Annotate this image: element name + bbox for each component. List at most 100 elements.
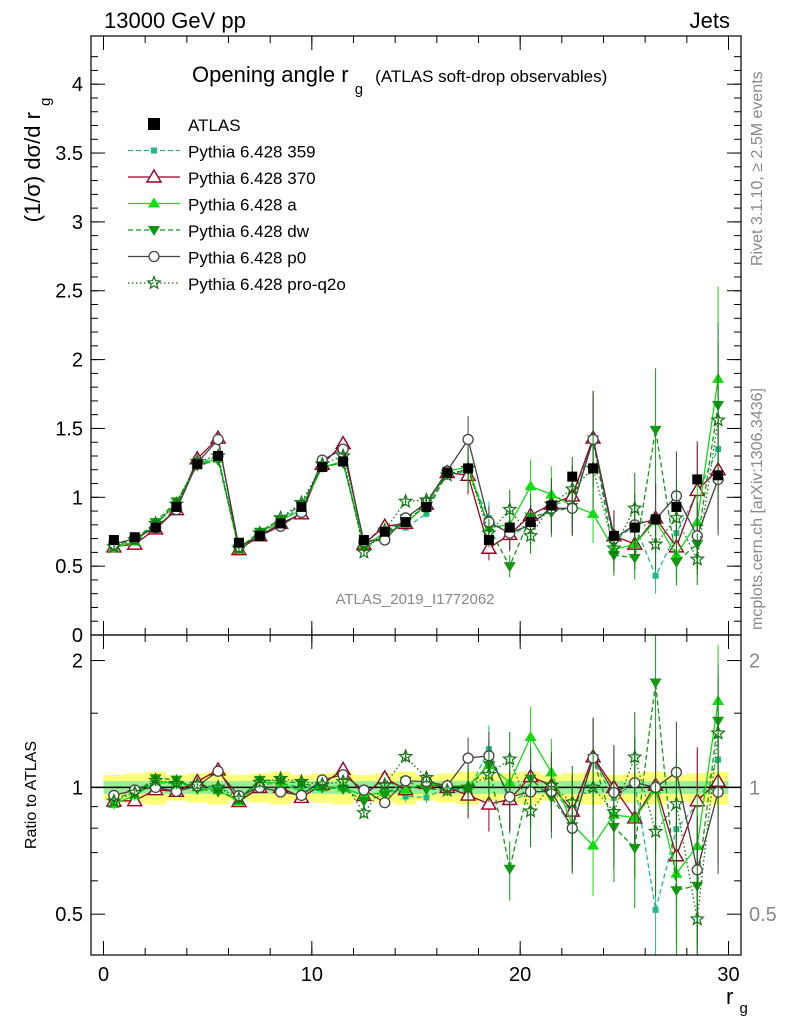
series-5-main-point xyxy=(564,480,580,496)
atlas-data-point xyxy=(358,534,369,545)
series-4-ratio-point xyxy=(295,789,308,802)
series-3-main-point xyxy=(628,553,641,564)
rivet-label: Rivet 3.1.10, ≥ 2.5M events xyxy=(749,71,766,266)
xtick-label: 10 xyxy=(301,964,323,986)
atlas-data-point xyxy=(463,463,474,474)
atlas-data-point xyxy=(379,526,390,537)
main-ylabel: (1/σ) dσ/d r g xyxy=(20,98,54,223)
series-5-main-line xyxy=(113,420,719,562)
series-4-ratio-point xyxy=(462,752,474,764)
atlas-data-point xyxy=(421,501,432,512)
series-5-main-point xyxy=(689,551,705,566)
legend-marker-2 xyxy=(148,197,160,208)
series-5-ratio-point xyxy=(147,772,164,788)
series-5-ratio-point xyxy=(627,749,643,764)
series-0-main-point xyxy=(652,572,659,579)
series-2-ratio-point xyxy=(524,730,537,741)
series-3-ratio-point xyxy=(670,886,683,897)
header-jets-label: Jets xyxy=(690,8,730,33)
atlas-data-point xyxy=(171,501,182,512)
ratio-frame xyxy=(90,634,742,956)
ratio-ytick-label-right: 1 xyxy=(749,777,760,799)
legend-marker-5 xyxy=(146,274,162,290)
atlas-data-point xyxy=(150,522,161,533)
atlas-data-point xyxy=(525,517,536,528)
plot-title-paren: (ATLAS soft-drop observables) xyxy=(375,67,607,86)
atlas-data-point xyxy=(713,470,724,481)
series-3-ratio-point xyxy=(628,843,641,854)
atlas-data-point xyxy=(338,456,349,467)
series-5-main-point xyxy=(710,412,726,427)
atlas-data-point xyxy=(504,522,515,533)
series-5-ratio-point xyxy=(356,804,372,820)
series-5-ratio-point xyxy=(168,775,185,791)
legend-label-4: Pythia 6.428 p0 xyxy=(188,249,306,268)
xlabel-main: r xyxy=(726,984,733,1009)
legend-marker-4 xyxy=(148,250,160,263)
series-5-main-point xyxy=(606,540,622,555)
ratio-ytick-label: 0.5 xyxy=(55,904,83,926)
series-3-main-point xyxy=(670,558,683,569)
series-5-main-point xyxy=(502,501,518,517)
series-5-ratio-point xyxy=(460,779,476,794)
series-5-main-point xyxy=(356,544,372,559)
series-0-ratio-point xyxy=(423,794,430,801)
legend-marker-3 xyxy=(148,226,160,236)
atlas-data-point xyxy=(629,522,640,533)
series-5-ratio-point xyxy=(293,773,310,789)
xtick-label: 20 xyxy=(509,964,531,986)
atlas-data-point xyxy=(546,500,557,511)
atlas-data-point xyxy=(254,530,265,541)
series-5-ratio-point xyxy=(377,776,393,792)
series-5-main-point xyxy=(522,527,539,543)
header-energy-label: 13000 GeV pp xyxy=(104,8,246,33)
series-5-ratio-point xyxy=(272,770,289,786)
series-2-ratio-point xyxy=(399,783,412,794)
series-5-ratio-point xyxy=(418,769,435,785)
series-5-main-point xyxy=(627,500,643,515)
series-2-ratio-point xyxy=(587,839,600,850)
series-5-ratio-point xyxy=(189,776,205,792)
legend-label-2: Pythia 6.428 a xyxy=(188,196,297,215)
series-5-ratio-point xyxy=(522,803,539,818)
series-0-ratio-point xyxy=(652,906,659,913)
main-ylabel-text: (1/σ) dσ/d r xyxy=(20,112,45,222)
legend-marker-0 xyxy=(151,147,157,154)
legend-marker-atlas xyxy=(148,118,160,130)
series-4-ratio-point xyxy=(399,775,412,787)
legend-label-3: Pythia 6.428 dw xyxy=(188,222,310,241)
series-2-main-line xyxy=(113,378,719,557)
series-3-ratio-point xyxy=(378,790,391,801)
atlas-data-point xyxy=(567,471,578,482)
series-5-main-point xyxy=(647,535,664,551)
series-5-ratio-point xyxy=(106,792,122,808)
series-1-ratio-point xyxy=(480,795,498,810)
series-5-ratio-point xyxy=(543,777,560,793)
series-5-ratio-point xyxy=(564,794,580,809)
series-5-ratio-point xyxy=(689,910,705,926)
series-4-main-point xyxy=(462,433,474,446)
series-5-ratio-point xyxy=(647,823,664,839)
xtick-label: 30 xyxy=(717,964,739,986)
xtick-label: 0 xyxy=(98,964,109,986)
mcplots-label: mcplots.cern.ch [arXiv:1306.3436] xyxy=(749,388,766,630)
atlas-data-point xyxy=(275,518,286,529)
series-2-main-point xyxy=(587,507,600,518)
ratio-ylabel: Ratio to ATLAS xyxy=(23,741,40,849)
main-ytick-label: 2 xyxy=(72,350,83,372)
legend-label-atlas: ATLAS xyxy=(188,116,241,135)
series-5-ratio-point xyxy=(710,725,726,740)
main-ytick-label: 1 xyxy=(72,487,83,509)
series-3-ratio-point xyxy=(357,797,370,808)
atlas-data-point xyxy=(233,537,244,548)
series-5-ratio-point xyxy=(668,795,685,811)
main-ytick-label: 2.5 xyxy=(55,281,83,303)
legend-label-5: Pythia 6.428 pro-q2o xyxy=(188,275,346,294)
series-5-ratio-point xyxy=(127,784,143,800)
legend-label-1: Pythia 6.428 370 xyxy=(188,169,316,188)
plot-title: Opening angle r g (ATLAS soft-drop obser… xyxy=(192,62,607,99)
main-ytick-label: 4 xyxy=(72,74,83,96)
atlas-data-point xyxy=(671,501,682,512)
xlabel-sub: g xyxy=(739,1000,747,1017)
series-2-main-point xyxy=(524,480,537,491)
